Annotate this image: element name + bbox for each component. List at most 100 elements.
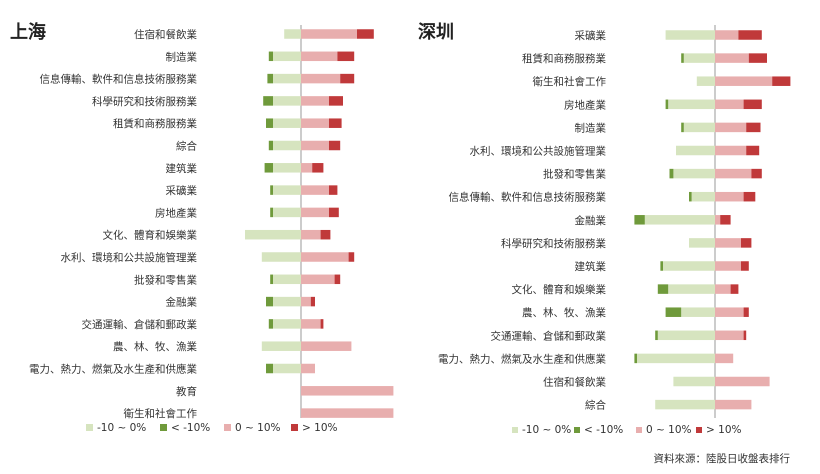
bar-shanghai-neg-small xyxy=(284,29,301,39)
bar-shenzhen-pos-big xyxy=(741,238,752,248)
bar-shanghai-pos-big xyxy=(329,140,341,151)
legend-swatch-shanghai xyxy=(224,424,231,431)
chart-panel-shanghai: 住宿和餐飲業制造業信息傳輸、軟件和信息技術服務業科學研究和技術服務業租賃和商務服… xyxy=(29,25,394,434)
bar-shanghai-neg-small xyxy=(273,73,301,84)
legend-label-shanghai: > 10% xyxy=(302,422,337,434)
bar-shenzhen-neg-small xyxy=(655,399,715,410)
category-label: 交通運輸、倉儲和郵政業 xyxy=(82,318,198,331)
category-label: 衛生和社會工作 xyxy=(533,75,607,88)
category-label: 綜合 xyxy=(176,140,197,153)
bar-shenzhen-neg-big xyxy=(655,330,658,341)
bar-shenzhen-pos-small xyxy=(715,191,744,202)
category-label: 租賃和商務服務業 xyxy=(522,52,606,65)
bar-shanghai-neg-small xyxy=(273,118,301,128)
bar-shenzhen-pos-big xyxy=(743,307,749,317)
bar-shanghai-pos-small xyxy=(301,163,313,173)
bar-shanghai-pos-small xyxy=(301,29,357,39)
bar-shanghai-neg-big xyxy=(266,363,273,374)
legend-swatch-shenzhen xyxy=(512,427,518,433)
category-label: 制造業 xyxy=(575,121,607,134)
bar-shanghai-pos-small xyxy=(301,296,311,307)
category-label: 建筑業 xyxy=(575,260,607,273)
bar-shenzhen-neg-small xyxy=(665,30,715,40)
bar-shenzhen-pos-big xyxy=(720,215,731,225)
bar-shanghai-pos-small xyxy=(301,363,315,374)
bar-shenzhen-pos-small xyxy=(715,215,721,225)
category-label: 制造業 xyxy=(166,50,198,63)
bar-shenzhen-neg-big xyxy=(681,122,684,133)
bar-shanghai-neg-big xyxy=(266,118,273,128)
legend-label-shanghai: -10 ~ 0% xyxy=(97,422,146,434)
bar-shenzhen-pos-big xyxy=(772,76,791,86)
bar-shanghai-pos-big xyxy=(329,207,339,218)
bar-shanghai-neg-small xyxy=(261,252,301,262)
bar-shanghai-pos-small xyxy=(301,386,394,396)
category-label: 教育 xyxy=(176,385,197,398)
bar-shanghai-pos-big xyxy=(329,96,343,106)
bar-shanghai-pos-big xyxy=(329,185,338,195)
bar-shenzhen-pos-small xyxy=(715,76,773,86)
bar-shanghai-pos-small xyxy=(301,341,352,351)
bar-shanghai-neg-big xyxy=(264,163,273,173)
bar-shenzhen-neg-small xyxy=(683,122,715,133)
bar-shanghai-pos-big xyxy=(320,229,331,240)
category-label: 水利、環境和公共設施管理業 xyxy=(61,251,198,264)
category-label: 建筑業 xyxy=(166,162,198,175)
bar-shenzhen-neg-small xyxy=(676,145,715,156)
bar-shenzhen-pos-small xyxy=(715,238,741,248)
bar-shanghai-neg-big xyxy=(268,51,273,62)
bar-shenzhen-pos-big xyxy=(741,261,749,271)
bar-shanghai-pos-big xyxy=(357,29,374,39)
bar-shenzhen-neg-big xyxy=(665,99,669,110)
bar-shenzhen-neg-big xyxy=(657,284,669,294)
bar-shenzhen-pos-small xyxy=(715,353,734,364)
category-label: 科學研究和技術服務業 xyxy=(92,95,197,108)
bar-shanghai-pos-small xyxy=(301,185,329,195)
bar-shenzhen-neg-big xyxy=(665,307,682,317)
bar-shanghai-pos-big xyxy=(312,163,324,173)
legend-swatch-shenzhen xyxy=(574,427,580,433)
bar-shanghai-pos-small xyxy=(301,51,338,62)
bar-shenzhen-neg-small xyxy=(681,307,715,317)
bar-shanghai-neg-big xyxy=(267,73,273,84)
bar-shenzhen-pos-big xyxy=(746,145,760,156)
category-label: 信息傳輸、軟件和信息技術服務業 xyxy=(40,73,198,86)
bar-shenzhen-neg-big xyxy=(634,353,637,364)
bar-shanghai-neg-big xyxy=(270,185,273,195)
bar-shenzhen-neg-small xyxy=(637,353,715,364)
bar-shanghai-pos-small xyxy=(301,274,335,285)
bar-shenzhen-neg-small xyxy=(696,76,715,86)
category-label: 批發和零售業 xyxy=(134,273,197,286)
category-label: 電力、熱力、燃氣及水生產和供應業 xyxy=(438,352,606,365)
legend-label-shenzhen: < -10% xyxy=(584,424,623,436)
bar-shenzhen-pos-small xyxy=(715,307,744,317)
bar-shanghai-pos-small xyxy=(301,96,329,106)
bar-shenzhen-pos-small xyxy=(715,122,747,133)
bar-shenzhen-neg-small xyxy=(691,191,715,202)
category-label: 住宿和餐飲業 xyxy=(543,376,606,389)
category-label: 住宿和餐飲業 xyxy=(134,28,197,41)
bar-shenzhen-pos-small xyxy=(715,30,739,40)
category-label: 農、林、牧、漁業 xyxy=(113,340,197,353)
category-label: 信息傳輸、軟件和信息技術服務業 xyxy=(449,191,607,204)
bar-shenzhen-neg-small xyxy=(673,376,715,387)
bar-shenzhen-pos-small xyxy=(715,399,752,410)
bar-shenzhen-pos-big xyxy=(751,168,762,179)
category-label: 采礦業 xyxy=(575,29,607,42)
bar-shanghai-pos-big xyxy=(340,73,355,84)
bar-shenzhen-neg-small xyxy=(683,53,715,63)
bar-shenzhen-neg-small xyxy=(689,238,715,248)
bar-shanghai-neg-big xyxy=(263,96,273,106)
category-label: 房地產業 xyxy=(155,206,197,219)
bar-shanghai-neg-small xyxy=(273,363,301,374)
legend-label-shenzhen: > 10% xyxy=(706,424,741,436)
legend-swatch-shanghai xyxy=(291,424,298,431)
bar-shanghai-neg-small xyxy=(261,341,301,351)
bar-shenzhen-neg-small xyxy=(644,215,715,225)
bar-shanghai-neg-small xyxy=(273,296,301,307)
bar-shenzhen-pos-small xyxy=(715,376,770,387)
bar-shanghai-pos-small xyxy=(301,252,349,262)
bar-shanghai-pos-small xyxy=(301,408,394,418)
category-label: 科學研究和技術服務業 xyxy=(501,237,606,250)
